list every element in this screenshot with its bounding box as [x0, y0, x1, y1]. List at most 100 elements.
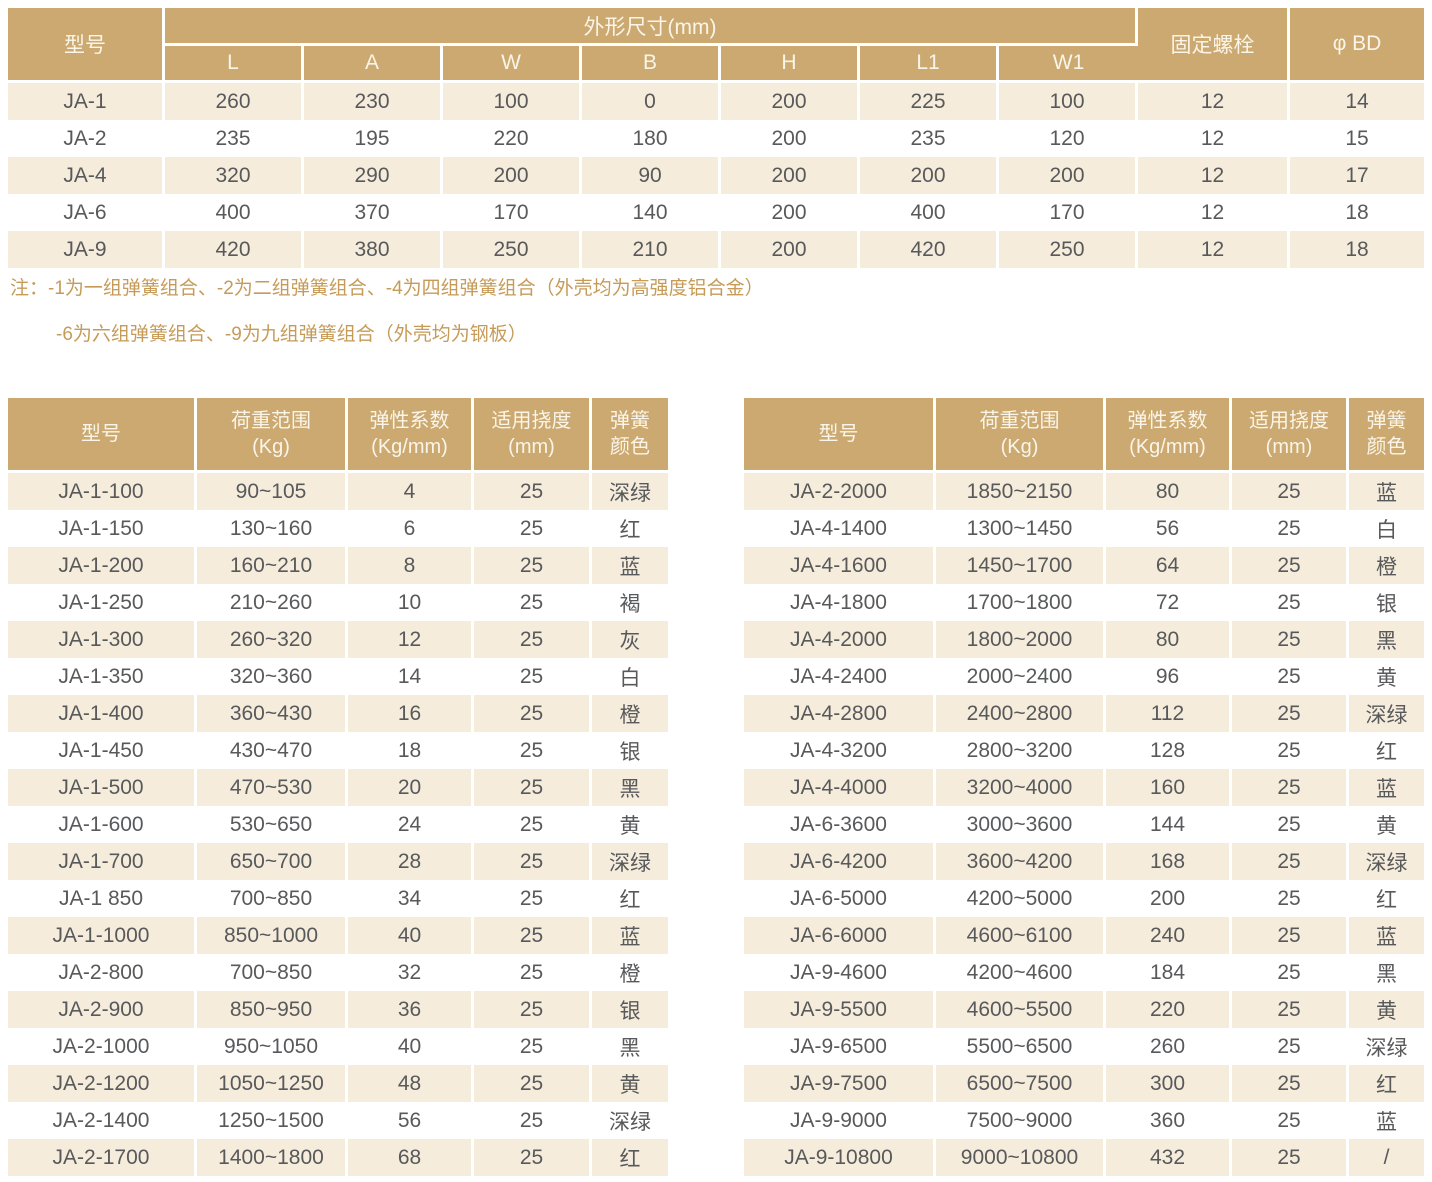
- spec-color-cell: 深绿: [1349, 695, 1424, 732]
- spec-coef-cell: 432: [1106, 1139, 1232, 1176]
- spec-coef-cell: 240: [1106, 917, 1232, 954]
- dim-a-cell: 195: [304, 120, 443, 157]
- spec-defl-cell: 25: [1232, 1065, 1349, 1102]
- spec-table-row: JA-1-700 650~700 28 25 深绿: [8, 843, 668, 880]
- spec-load-cell: 4600~6100: [936, 917, 1106, 954]
- spec-defl-cell: 25: [1232, 769, 1349, 806]
- spec-color-cell: 银: [592, 991, 668, 1028]
- spec-color-cell: 黑: [1349, 954, 1424, 991]
- spec-load-cell: 9000~10800: [936, 1139, 1106, 1176]
- spec-load-cell: 3600~4200: [936, 843, 1106, 880]
- spec-coef-cell: 14: [348, 658, 474, 695]
- spec-color-cell: 银: [1349, 584, 1424, 621]
- spec-table-row: JA-2-1200 1050~1250 48 25 黄: [8, 1065, 668, 1102]
- spec-color-cell: 深绿: [1349, 843, 1424, 880]
- spec-load-cell: 850~1000: [197, 917, 348, 954]
- dim-bd-cell: 14: [1290, 83, 1425, 120]
- spec-defl-cell: 25: [1232, 806, 1349, 843]
- spec-table-row: JA-2-1000 950~1050 40 25 黑: [8, 1028, 668, 1065]
- spec-defl-cell: 25: [1232, 843, 1349, 880]
- spec-color-cell: 红: [592, 510, 668, 547]
- spec-model-cell: JA-9-5500: [744, 991, 936, 1028]
- spec-header-defl-line1: 适用挠度: [1249, 410, 1329, 432]
- spec-table-row: JA-6-3600 3000~3600 144 25 黄: [744, 806, 1424, 843]
- dim-l1-cell: 400: [860, 194, 999, 231]
- dim-bd-cell: 15: [1290, 120, 1425, 157]
- spec-model-cell: JA-2-1000: [8, 1028, 197, 1065]
- spec-color-cell: 橙: [592, 695, 668, 732]
- spec-header-defl-line2: (mm): [508, 436, 555, 458]
- spec-color-cell: 蓝: [1349, 917, 1424, 954]
- spec-load-cell: 1050~1250: [197, 1065, 348, 1102]
- dim-table-row: JA-9 420 380 250 210 200 420 250 12 18: [8, 231, 1425, 268]
- spec-color-cell: 灰: [592, 621, 668, 658]
- spec-defl-cell: 25: [474, 917, 592, 954]
- spec-model-cell: JA-4-2000: [744, 621, 936, 658]
- spec-header-defl-line2: (mm): [1265, 436, 1313, 458]
- spec-load-cell: 7500~9000: [936, 1102, 1106, 1139]
- spec-load-cell: 650~700: [197, 843, 348, 880]
- dim-table-row: JA-4 320 290 200 90 200 200 200 12 17: [8, 157, 1425, 194]
- spec-color-cell: 红: [1349, 1065, 1424, 1102]
- spec-color-cell: 黄: [592, 1065, 668, 1102]
- spec-defl-cell: 25: [474, 732, 592, 769]
- spec-header-coef-line1: 弹性系数: [1127, 410, 1208, 432]
- spec-table-row: JA-6-5000 4200~5000 200 25 红: [744, 880, 1424, 917]
- dim-l1-cell: 225: [860, 83, 999, 120]
- spec-header-color-line1: 弹簧: [610, 410, 650, 432]
- spec-color-cell: 深绿: [1349, 1028, 1424, 1065]
- spec-table-row: JA-4-2000 1800~2000 80 25 黑: [744, 621, 1424, 658]
- spec-load-cell: 2400~2800: [936, 695, 1106, 732]
- spec-coef-cell: 28: [348, 843, 474, 880]
- dim-l-cell: 260: [165, 83, 304, 120]
- spec-coef-cell: 160: [1106, 769, 1232, 806]
- spec-left-header-row: 型号 荷重范围 (Kg) 弹性系数 (Kg/mm) 适用挠度 (mm) 弹簧 颜…: [8, 398, 668, 473]
- spec-model-cell: JA-1-400: [8, 695, 197, 732]
- spec-coef-cell: 16: [348, 695, 474, 732]
- spec-load-cell: 160~210: [197, 547, 348, 584]
- dim-l-cell: 235: [165, 120, 304, 157]
- spec-table-row: JA-4-2800 2400~2800 112 25 深绿: [744, 695, 1424, 732]
- dim-w1-cell: 100: [999, 83, 1139, 120]
- spec-table-row: JA-2-1700 1400~1800 68 25 红: [8, 1139, 668, 1176]
- spec-header-coef-line2: (Kg/mm): [371, 436, 448, 458]
- spec-load-cell: 1450~1700: [936, 547, 1106, 584]
- dim-h-cell: 200: [721, 231, 860, 268]
- spec-coef-cell: 200: [1106, 880, 1232, 917]
- spec-model-cell: JA-6-4200: [744, 843, 936, 880]
- spec-defl-cell: 25: [1232, 695, 1349, 732]
- spec-defl-cell: 25: [474, 954, 592, 991]
- spec-table-row: JA-4-2400 2000~2400 96 25 黄: [744, 658, 1424, 695]
- spec-defl-cell: 25: [1232, 991, 1349, 1028]
- spec-table-row: JA-9-7500 6500~7500 300 25 红: [744, 1065, 1424, 1102]
- dim-bd-cell: 17: [1290, 157, 1425, 194]
- spec-table-row: JA-9-6500 5500~6500 260 25 深绿: [744, 1028, 1424, 1065]
- spec-load-cell: 530~650: [197, 806, 348, 843]
- spec-defl-cell: 25: [474, 991, 592, 1028]
- spec-load-cell: 90~105: [197, 473, 348, 510]
- spec-coef-cell: 18: [348, 732, 474, 769]
- spec-defl-cell: 25: [474, 473, 592, 510]
- spec-coef-cell: 40: [348, 1028, 474, 1065]
- spec-header-coef-line1: 弹性系数: [369, 410, 450, 432]
- spec-load-cell: 130~160: [197, 510, 348, 547]
- spec-defl-cell: 25: [1232, 732, 1349, 769]
- spec-load-cell: 2000~2400: [936, 658, 1106, 695]
- dimensions-table: 型号 外形尺寸(mm) 固定螺栓 φ BD L A W B H L1 W1 JA…: [8, 8, 1425, 268]
- spec-header-load-line2: (Kg): [252, 436, 290, 458]
- dim-w-cell: 200: [443, 157, 582, 194]
- dim-header-row-2: L A W B H L1 W1: [8, 46, 1424, 83]
- spec-table-row: JA-1-400 360~430 16 25 橙: [8, 695, 668, 732]
- spec-table-row: JA-2-2000 1850~2150 80 25 蓝: [744, 473, 1424, 510]
- spec-table-row: JA-1-300 260~320 12 25 灰: [8, 621, 668, 658]
- footnotes: 注：-1为一组弹簧组合、-2为二组弹簧组合、-4为四组弹簧组合（外壳均为高强度铝…: [10, 266, 764, 358]
- spec-load-cell: 1700~1800: [936, 584, 1106, 621]
- spec-defl-cell: 25: [474, 547, 592, 584]
- spec-coef-cell: 360: [1106, 1102, 1232, 1139]
- spec-table-row: JA-1-250 210~260 10 25 褐: [8, 584, 668, 621]
- dim-subheader-w1: W1: [999, 46, 1139, 83]
- spec-model-cell: JA-9-10800: [744, 1139, 936, 1176]
- spec-model-cell: JA-1-300: [8, 621, 197, 658]
- spec-load-cell: 360~430: [197, 695, 348, 732]
- spec-model-cell: JA-2-900: [8, 991, 197, 1028]
